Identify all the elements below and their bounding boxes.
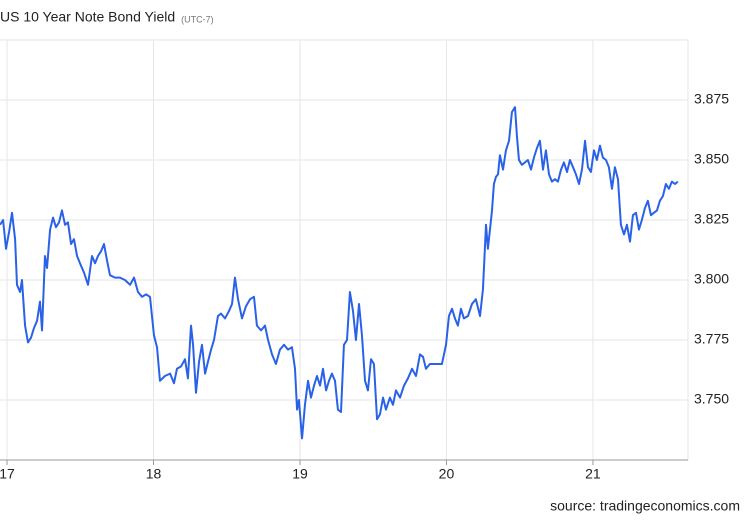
chart-subtitle: (UTC-7)	[181, 14, 214, 24]
y-tick-label: 3.800	[694, 271, 729, 287]
x-tick-label: 17	[0, 466, 15, 482]
chart-title: US 10 Year Note Bond Yield	[0, 9, 175, 25]
x-tick-label: 19	[292, 466, 308, 482]
y-tick-label: 3.750	[694, 391, 729, 407]
y-tick-label: 3.850	[694, 151, 729, 167]
x-tick-label: 18	[146, 466, 162, 482]
y-tick-label: 3.825	[694, 211, 729, 227]
source-note: source: tradingeconomics.com	[550, 498, 740, 514]
x-tick-label: 21	[585, 466, 601, 482]
y-tick-label: 3.875	[694, 91, 729, 107]
x-tick-label: 20	[439, 466, 455, 482]
price-line	[0, 106, 679, 440]
y-tick-label: 3.775	[694, 331, 729, 347]
